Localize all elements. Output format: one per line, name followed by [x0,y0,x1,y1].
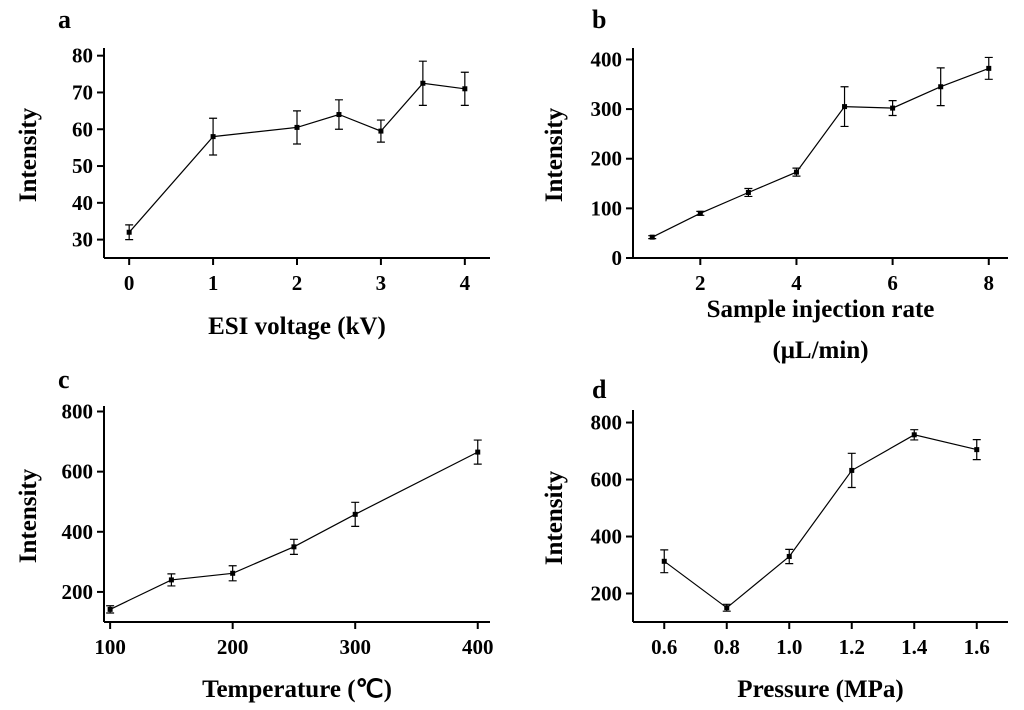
y-tick-label: 100 [591,196,623,220]
x-tick-label: 3 [376,271,387,295]
x-axis-title-line2: (μL/min) [772,337,868,364]
y-tick-label: 200 [591,147,623,171]
y-tick-label: 600 [591,468,623,492]
y-tick-label: 400 [591,47,623,71]
x-tick-label: 6 [887,271,898,295]
x-tick-label: 300 [339,635,371,659]
data-point [793,169,799,175]
panel-a: a 30 40 50 60 70 80 0 1 2 3 4 ESI voltage (kV) Inten… [15,5,490,340]
x-tick-label: 2 [292,271,303,295]
data-point [126,229,132,235]
data-point [849,467,855,473]
series-line [109,451,478,610]
x-axis-title: Pressure (MPa) [737,676,903,703]
data-point [786,553,792,559]
y-axis-title: Intensity [15,468,42,563]
data-point [649,234,655,240]
data-point [420,80,426,86]
data-point [986,65,992,71]
data-point [911,432,917,438]
data-point [475,449,481,455]
y-tick-label: 50 [72,154,93,178]
data-point [724,605,730,611]
series-line [128,82,465,233]
y-tick-label: 80 [72,44,93,68]
series-line [663,434,977,609]
x-tick-label: 1.0 [776,635,802,659]
x-tick-label: 1.6 [964,635,990,659]
data-point [378,128,384,134]
x-tick-label: 0 [124,271,135,295]
series-line [651,67,990,238]
y-tick-label: 600 [62,460,94,484]
panel-b: b 0 100 200 300 400 2 4 6 8 Sample injection rate… [541,5,1008,364]
x-tick-label: 1 [208,271,219,295]
x-axis-title: Sample injection rate [707,296,935,323]
data-point [294,124,300,130]
x-tick-label: 0.8 [714,635,740,659]
data-point [661,558,667,564]
data-point [336,112,342,118]
x-tick-label: 1.2 [839,635,865,659]
data-point [291,544,297,550]
data-point [842,104,848,110]
y-tick-label: 300 [591,97,623,121]
y-tick-label: 200 [62,580,94,604]
y-tick-label: 70 [72,80,93,104]
data-point [697,210,703,216]
panel-c: c 200 400 600 800 100 200 300 400 Temperature (℃… [15,365,493,703]
data-point [210,134,216,140]
x-axis-title: Temperature (℃) [202,676,392,703]
x-tick-label: 4 [460,271,471,295]
y-tick-label: 400 [62,520,94,544]
x-tick-label: 400 [462,635,494,659]
data-point [107,606,113,612]
panel-d-letter: d [592,375,607,404]
data-point [890,105,896,111]
y-axis-title: Intensity [541,107,568,202]
data-point [352,511,358,517]
y-tick-label: 30 [72,228,93,252]
panel-b-letter: b [592,5,606,34]
panel-a-letter: a [58,5,71,34]
data-point [462,86,468,92]
y-axis-title: Intensity [541,470,568,565]
y-tick-label: 0 [612,246,623,270]
data-point [168,577,174,583]
y-tick-label: 40 [72,191,93,215]
y-tick-label: 800 [591,411,623,435]
x-axis-title: ESI voltage (kV) [208,313,386,340]
data-point [974,447,980,453]
x-tick-label: 2 [695,271,706,295]
x-tick-label: 200 [217,635,249,659]
y-tick-label: 400 [591,525,623,549]
x-tick-label: 0.6 [651,635,677,659]
x-tick-label: 1.4 [901,635,928,659]
y-tick-label: 60 [72,117,93,141]
data-point [230,570,236,576]
data-point [745,189,751,195]
panel-c-letter: c [58,365,70,394]
x-tick-label: 8 [984,271,995,295]
y-tick-label: 800 [62,400,94,424]
x-tick-label: 100 [94,635,126,659]
panel-d: d 200 400 600 800 0.6 0.8 1.0 1.2 1.4 1.6 Pressure… [541,375,1008,703]
y-tick-label: 200 [591,582,623,606]
y-axis-title: Intensity [15,107,42,202]
data-point [938,84,944,90]
x-tick-label: 4 [791,271,802,295]
